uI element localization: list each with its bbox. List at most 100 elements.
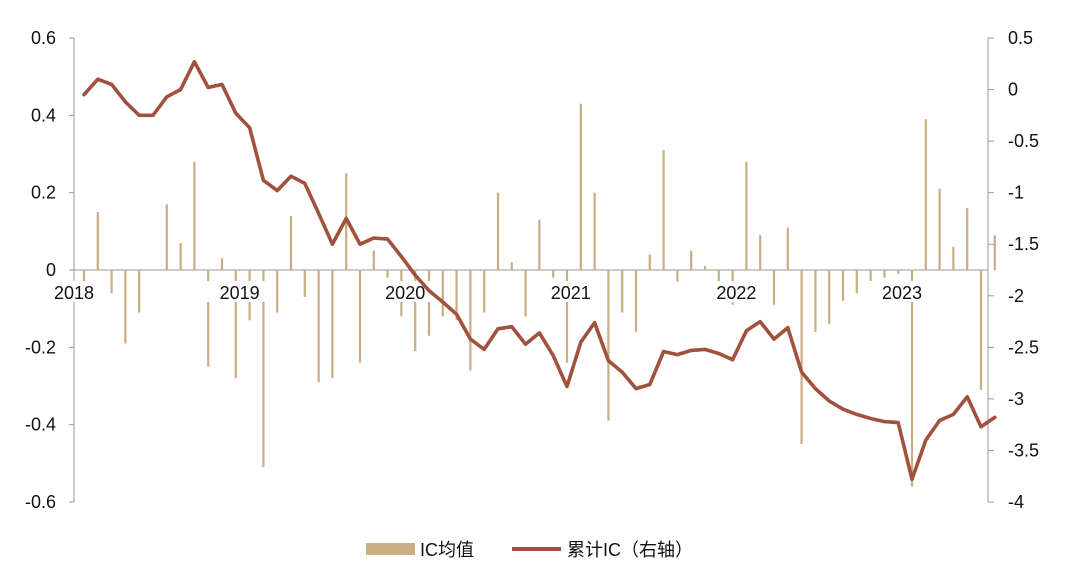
- ic-bar: [910, 270, 914, 487]
- ic-bar: [855, 270, 858, 294]
- right-axis-tick-label: -2: [1008, 286, 1024, 306]
- x-axis-year-label: 2018: [54, 283, 94, 303]
- ic-bar: [207, 270, 210, 367]
- ic-bar: [289, 215, 293, 270]
- ic-bar: [234, 270, 237, 379]
- ic-bar: [841, 270, 845, 301]
- right-axis-tick-label: 0: [1008, 80, 1018, 100]
- line-series: [82, 59, 997, 482]
- ic-bar: [552, 270, 555, 278]
- ic-bar: [331, 270, 334, 379]
- ic-bar: [648, 254, 651, 270]
- year-label-bg: [371, 281, 440, 302]
- ic-bar: [496, 192, 500, 270]
- ic-bar: [979, 270, 983, 390]
- x-axis-year-labels: 2018 2019 2020 2021 2022 2023: [40, 281, 936, 303]
- left-axis-tick-label: 0.6: [31, 28, 56, 48]
- right-axis-tick-label: -3.5: [1008, 440, 1039, 460]
- ic-bar: [372, 250, 375, 270]
- ic-bar: [220, 258, 224, 270]
- ic-bar: [110, 270, 113, 294]
- ic-bar: [317, 270, 320, 383]
- legend-bar-label: IC均值: [420, 540, 474, 560]
- ic-bar: [82, 270, 86, 286]
- ic-bar: [924, 119, 927, 270]
- ic-bar: [952, 246, 955, 270]
- left-axis-tick-label: -0.6: [25, 492, 56, 512]
- ic-bar: [938, 188, 941, 270]
- ic-bar: [276, 270, 279, 313]
- ic-bar: [966, 208, 969, 270]
- left-axis-tick-label: -0.4: [25, 415, 56, 435]
- right-axis-tick-label: -4: [1008, 492, 1024, 512]
- ic-bar: [96, 212, 99, 270]
- ic-bar: [607, 270, 610, 421]
- ic-bar: [814, 270, 817, 332]
- left-axis-tick-label: 0.2: [31, 183, 56, 203]
- ic-bar: [800, 270, 803, 444]
- legend-bar-swatch: [366, 543, 415, 555]
- year-label-bg: [868, 281, 936, 302]
- ic-bar: [510, 262, 513, 270]
- x-axis-year-label: 2022: [716, 283, 756, 303]
- ic-bar: [883, 270, 886, 278]
- ic-bar: [676, 270, 679, 282]
- legend-line-label: 累计IC（右轴）: [567, 540, 693, 560]
- ic-bar: [993, 235, 996, 270]
- axes-group: [73, 38, 989, 502]
- ic-bar: [621, 270, 624, 313]
- ic-bar: [745, 161, 748, 270]
- ic-bar: [358, 270, 362, 363]
- ic-bar: [151, 270, 155, 271]
- bar-series: [82, 103, 996, 487]
- ic-bar: [579, 103, 582, 270]
- legend: IC均值 累计IC（右轴）: [366, 540, 693, 560]
- ic-bar: [662, 150, 665, 270]
- ic-bar: [593, 192, 596, 270]
- ic-bar: [565, 270, 569, 363]
- right-axis-tick-label: 0.5: [1008, 28, 1033, 48]
- ic-bar: [303, 270, 306, 298]
- ic-bar: [703, 266, 707, 270]
- left-axis-tick-label: -0.2: [25, 337, 56, 357]
- left-axis-ticks: -0.6 -0.4 -0.2 0 0.2 0.4 0.6: [25, 28, 74, 512]
- right-axis-tick-label: -2.5: [1008, 337, 1039, 357]
- left-axis-tick-label: 0.4: [31, 105, 56, 125]
- cumulative-ic-line: [82, 59, 997, 482]
- ic-bar: [138, 270, 141, 313]
- ic-bar: [717, 270, 720, 286]
- ic-bar: [124, 270, 127, 344]
- year-label-bg: [205, 281, 274, 302]
- right-axis-ticks: -4 -3.5 -3 -2.5 -2 -1.5 -1 -0.5 0 0.5: [988, 28, 1039, 512]
- ic-bar: [483, 270, 486, 313]
- year-label-bg: [702, 281, 771, 302]
- ic-bar: [897, 270, 900, 274]
- right-axis-tick-label: -3: [1008, 389, 1024, 409]
- ic-bar: [524, 270, 527, 317]
- year-label-bg: [536, 281, 605, 302]
- x-axis-year-label: 2021: [551, 283, 591, 303]
- right-axis-tick-label: -1.5: [1008, 234, 1039, 254]
- ic-bar: [759, 235, 762, 270]
- ic-bar: [193, 161, 196, 270]
- x-axis-year-label: 2020: [385, 283, 425, 303]
- ic-bar: [441, 270, 444, 317]
- right-axis-tick-label: -0.5: [1008, 131, 1039, 151]
- ic-bar: [386, 270, 389, 278]
- ic-bar: [869, 270, 872, 286]
- ic-bar: [427, 270, 431, 336]
- right-axis-tick-label: -1: [1008, 183, 1024, 203]
- x-axis-year-label: 2023: [882, 283, 922, 303]
- ic-bar: [634, 270, 638, 332]
- ic-bar: [786, 227, 789, 270]
- ic-bar: [469, 270, 472, 371]
- ic-bar: [165, 204, 168, 270]
- ic-bar: [828, 270, 831, 325]
- ic-bar: [455, 270, 458, 321]
- ic-bar: [179, 242, 182, 270]
- left-axis-tick-label: 0: [46, 260, 56, 280]
- year-label-bg: [40, 281, 108, 302]
- ic-bar: [538, 219, 541, 270]
- ic-bar: [262, 270, 265, 468]
